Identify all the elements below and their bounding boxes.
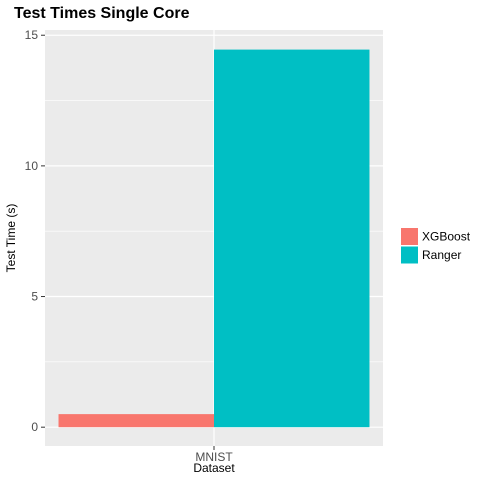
x-axis: MNIST — [195, 446, 233, 464]
y-tick-label: 0 — [31, 420, 38, 434]
y-tick-label: 10 — [25, 159, 39, 173]
x-tick-label: MNIST — [195, 450, 233, 464]
x-axis-title: Dataset — [193, 461, 235, 475]
bar-ranger — [214, 49, 370, 428]
legend-label-xgboost: XGBoost — [422, 230, 471, 244]
y-axis: 0 5 10 15 — [25, 28, 45, 434]
y-axis-title: Test Time (s) — [4, 204, 18, 273]
legend-swatch-xgboost — [401, 228, 418, 245]
legend-label-ranger: Ranger — [422, 248, 461, 262]
bars — [58, 49, 370, 428]
legend-swatch-ranger — [401, 246, 418, 264]
y-tick-label: 15 — [25, 28, 39, 42]
chart-title: Test Times Single Core — [14, 5, 190, 22]
bar-xgboost — [58, 414, 214, 428]
legend: XGBoost Ranger — [401, 228, 471, 264]
y-tick-label: 5 — [31, 290, 38, 304]
